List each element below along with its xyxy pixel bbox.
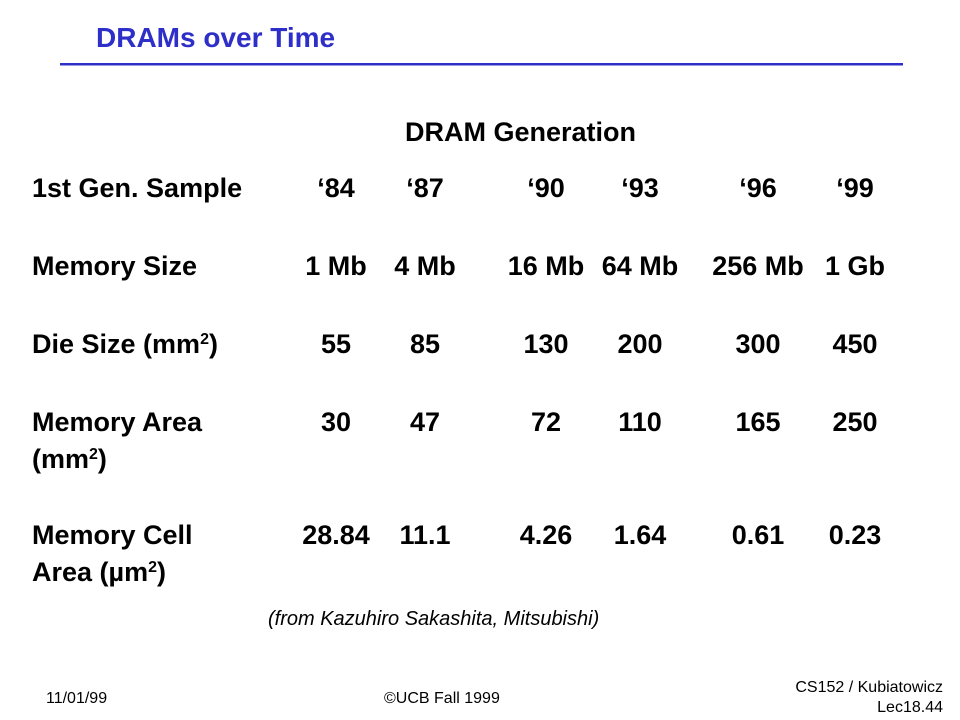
table-cell: 4.26 — [519, 520, 573, 550]
table-cell: 30 — [320, 407, 352, 437]
footer-date: 11/01/99 — [46, 690, 108, 707]
table-cell: ‘93 — [621, 173, 659, 203]
footer-course: CS152 / Kubiatowicz Lec18.44 — [760, 678, 943, 718]
table-cell: ‘87 — [406, 173, 444, 203]
table-cell: 165 — [735, 407, 781, 437]
table-cell: ‘96 — [739, 173, 777, 203]
table-cell: 256 Mb — [712, 251, 804, 281]
table-cell: 0.61 — [731, 520, 785, 550]
table-cell: 1 Mb — [305, 251, 367, 281]
table-cell: 110 — [618, 407, 662, 437]
row-label-memory-cell-unit: Area (µm2) — [32, 557, 167, 587]
table-cell: 72 — [530, 407, 562, 437]
table-cell: ‘90 — [527, 173, 565, 203]
table-cell: 200 — [617, 329, 663, 359]
source-citation: (from Kazuhiro Sakashita, Mitsubishi) — [268, 608, 600, 630]
row-label-memory-cell: Memory Cell — [32, 520, 193, 550]
table-cell: 4 Mb — [394, 251, 456, 281]
row-label-sample: 1st Gen. Sample — [32, 173, 243, 203]
lecture-number: Lec18.44 — [877, 699, 943, 716]
table-cell: 16 Mb — [507, 251, 585, 281]
table-cell: 85 — [409, 329, 441, 359]
table-cell: 300 — [735, 329, 781, 359]
row-label-memory-area-unit: (mm2) — [32, 444, 107, 474]
table-cell: 450 — [832, 329, 878, 359]
table-cell: 1 Gb — [824, 251, 885, 281]
table-cell: 47 — [409, 407, 441, 437]
footer-copyright: ©UCB Fall 1999 — [384, 690, 500, 707]
table-cell: ‘84 — [317, 173, 355, 203]
table-cell: 250 — [832, 407, 878, 437]
title-divider — [60, 63, 903, 66]
slide-title: DRAMs over Time — [96, 22, 336, 53]
table-cell: 55 — [320, 329, 352, 359]
row-label-memory-area: Memory Area — [32, 407, 203, 437]
generation-heading: DRAM Generation — [405, 117, 637, 147]
table-cell: ‘99 — [836, 173, 874, 203]
table-cell: 28.84 — [302, 520, 370, 550]
table-cell: 0.23 — [828, 520, 882, 550]
table-cell: 11.1 — [399, 520, 451, 550]
course-name: CS152 / Kubiatowicz — [795, 679, 943, 696]
row-label-memory-size: Memory Size — [32, 251, 198, 281]
table-cell: 64 Mb — [601, 251, 679, 281]
table-cell: 130 — [523, 329, 569, 359]
table-cell: 1.64 — [613, 520, 667, 550]
row-label-die-size: Die Size (mm2) — [32, 329, 218, 359]
